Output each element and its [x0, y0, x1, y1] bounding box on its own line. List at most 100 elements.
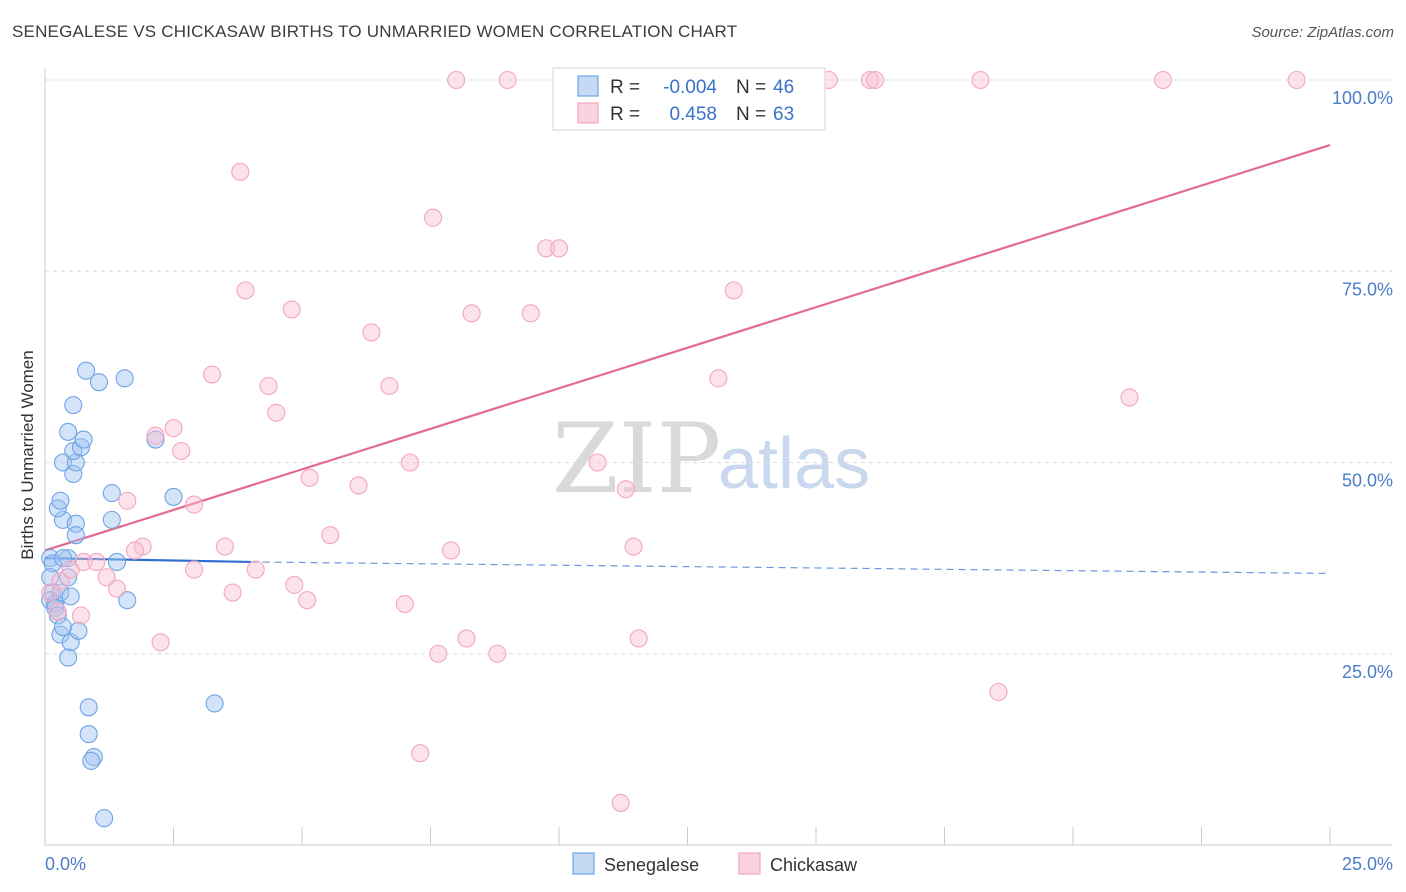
point-chickasaw	[231, 162, 250, 181]
source-credit: Source: ZipAtlas.com	[1251, 24, 1394, 41]
point-chickasaw	[107, 579, 127, 598]
y-axis-label: Births to Unmarried Women	[18, 350, 37, 559]
point-chickasaw	[267, 403, 286, 422]
point-chickasaw	[125, 541, 144, 560]
legend-r-value-2: 0.458	[669, 104, 717, 125]
point-chickasaw	[400, 453, 419, 472]
series-legend-senegalese: Senegalese	[604, 855, 699, 875]
point-chickasaw	[246, 560, 265, 579]
series-legend-chickasaw: Chickasaw	[770, 855, 858, 875]
point-chickasaw	[172, 441, 191, 461]
point-senegalese	[82, 751, 101, 770]
y-tick-label: 50.0%	[1342, 471, 1393, 491]
x-tick-label: 25.0%	[1342, 854, 1393, 874]
trend-line-extension-senegalese	[250, 561, 1331, 575]
point-chickasaw	[87, 552, 106, 572]
point-senegalese	[59, 422, 78, 441]
point-chickasaw	[709, 369, 728, 388]
point-senegalese	[64, 464, 83, 484]
point-chickasaw	[285, 575, 304, 594]
point-chickasaw	[223, 583, 242, 602]
point-chickasaw	[298, 591, 317, 610]
y-tick-labels: 25.0% 50.0% 75.0% 100.0%	[1332, 88, 1393, 682]
point-chickasaw	[236, 281, 255, 300]
legend-n-value-1: 46	[773, 77, 794, 98]
point-chickasaw	[51, 572, 70, 591]
point-senegalese	[79, 725, 98, 744]
point-chickasaw	[74, 552, 93, 572]
point-senegalese	[61, 587, 80, 606]
series-legend-swatch-senegalese	[572, 852, 595, 875]
point-chickasaw	[611, 793, 630, 812]
point-senegalese	[51, 491, 70, 510]
legend-n-value-2: 63	[773, 104, 794, 125]
point-senegalese	[107, 552, 127, 572]
point-senegalese	[59, 549, 78, 568]
legend-r-label-2: R =	[610, 104, 640, 125]
point-chickasaw	[349, 476, 368, 495]
trend-line-senegalese	[44, 557, 251, 564]
point-senegalese	[64, 396, 83, 415]
point-chickasaw	[411, 744, 430, 763]
point-senegalese	[164, 487, 183, 506]
legend-n-label-2: N =	[736, 104, 766, 125]
point-chickasaw	[71, 606, 91, 625]
y-tick-label: 100.0%	[1332, 88, 1393, 108]
legend-swatch-chickasaw	[577, 102, 599, 124]
point-chickasaw	[457, 629, 476, 648]
point-chickasaw	[860, 70, 880, 90]
legend-n-label-1: N =	[736, 77, 766, 98]
point-chickasaw	[616, 480, 635, 499]
point-chickasaw	[498, 70, 517, 90]
point-chickasaw	[164, 419, 183, 438]
point-chickasaw	[151, 633, 170, 652]
x-tick-label: 0.0%	[45, 854, 86, 874]
point-senegalese	[48, 606, 67, 625]
legend-swatch-senegalese	[577, 75, 599, 97]
point-chickasaw	[629, 629, 648, 648]
point-senegalese	[59, 648, 78, 667]
axes	[44, 68, 1392, 846]
chart-title: SENEGALESE VS CHICKASAW BIRTHS TO UNMARR…	[12, 22, 738, 41]
point-chickasaw	[521, 304, 540, 323]
point-chickasaw	[429, 644, 448, 663]
correlation-legend: R = -0.004 N = 46 R = 0.458 N = 63	[552, 67, 826, 131]
trend-lines	[44, 143, 1331, 575]
point-senegalese	[53, 617, 73, 637]
point-senegalese	[79, 698, 98, 717]
point-senegalese	[69, 621, 88, 640]
point-chickasaw	[588, 453, 607, 472]
point-chickasaw	[118, 491, 137, 510]
series-legend: Senegalese Chickasaw	[572, 852, 858, 875]
point-senegalese	[146, 430, 165, 449]
point-chickasaw	[395, 594, 414, 614]
point-chickasaw	[300, 468, 319, 487]
x-tick-labels: 0.0% 25.0%	[45, 854, 1393, 874]
point-chickasaw	[462, 304, 481, 323]
point-senegalese	[102, 510, 121, 529]
data-points	[41, 70, 1306, 828]
legend-r-value-1: -0.004	[663, 77, 717, 98]
point-chickasaw	[48, 602, 67, 621]
point-senegalese	[74, 430, 93, 449]
point-senegalese	[66, 526, 85, 545]
point-chickasaw	[537, 239, 556, 258]
point-chickasaw	[1153, 70, 1172, 90]
point-senegalese	[95, 809, 114, 828]
point-chickasaw	[380, 376, 399, 396]
point-senegalese	[53, 453, 73, 472]
point-chickasaw	[321, 526, 340, 545]
point-chickasaw	[203, 365, 222, 384]
point-chickasaw	[215, 537, 234, 556]
point-chickasaw	[424, 208, 443, 227]
point-chickasaw	[989, 682, 1008, 702]
watermark-zip: ZIP	[552, 403, 721, 515]
gridlines	[45, 79, 1392, 655]
series-legend-swatch-chickasaw	[738, 852, 761, 875]
point-chickasaw	[362, 323, 381, 342]
y-tick-label: 25.0%	[1342, 662, 1393, 682]
point-chickasaw	[724, 281, 743, 300]
point-chickasaw	[447, 70, 466, 90]
point-senegalese	[205, 694, 224, 713]
y-tick-label: 75.0%	[1342, 279, 1393, 299]
